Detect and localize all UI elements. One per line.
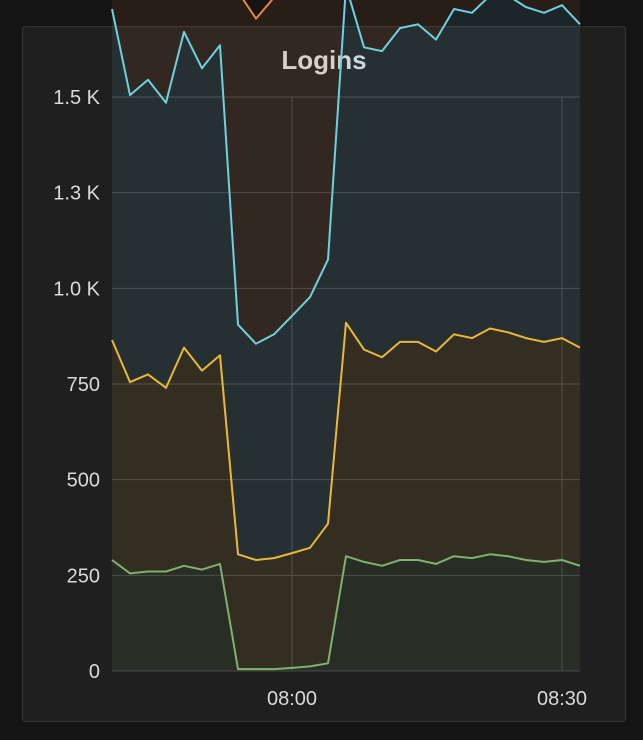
- series-area-4: [112, 0, 580, 344]
- y-tick-label: 1.3 K: [53, 183, 100, 205]
- series-lines: [111, 0, 581, 671]
- y-tick-label: 1.5 K: [53, 87, 100, 109]
- x-tick-label: 08:00: [267, 688, 317, 710]
- series-areas: [112, 0, 580, 671]
- y-tick-label: 500: [67, 470, 100, 492]
- y-tick-label: 0: [89, 661, 100, 683]
- x-axis-ticks: 08:00 08:30: [267, 688, 587, 710]
- series-line-1: [111, 553, 581, 671]
- x-tick-label: 08:30: [537, 688, 587, 710]
- series-line-3: [111, 0, 581, 345]
- y-axis-ticks: 0 250 500 750 1.0 K 1.3 K 1.5 K: [53, 87, 100, 683]
- chart-panel: Logins: [22, 26, 626, 722]
- series-line-2: [111, 321, 581, 561]
- y-tick-label: 1.0 K: [53, 278, 100, 300]
- series-area-2: [112, 322, 580, 670]
- grid-lines: [112, 96, 580, 672]
- series-area-3: [112, 0, 580, 560]
- panel-title[interactable]: Logins: [281, 45, 367, 75]
- y-tick-label: 750: [67, 374, 100, 396]
- y-tick-label: 250: [67, 565, 100, 587]
- series-area-1: [112, 554, 580, 671]
